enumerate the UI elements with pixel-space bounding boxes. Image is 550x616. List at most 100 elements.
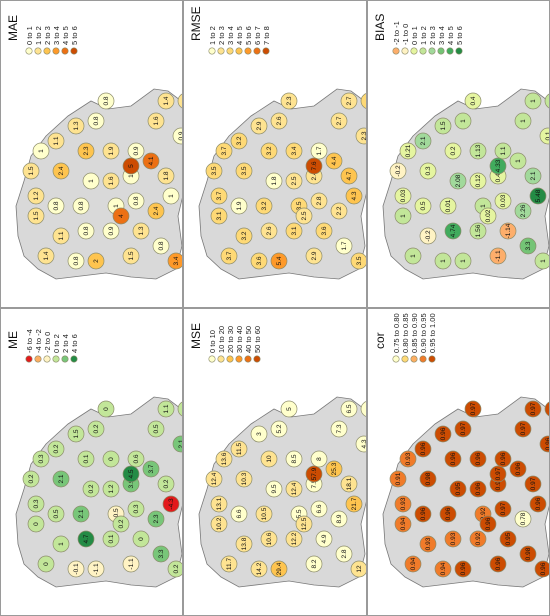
station-marker	[260, 222, 278, 240]
station-value: 0.92	[480, 507, 487, 520]
station-marker	[399, 142, 417, 160]
station-marker	[102, 530, 120, 548]
station-value: 2.1	[530, 171, 537, 180]
legend-swatch	[401, 47, 409, 55]
station-value: 0.8	[103, 96, 110, 105]
station-value: 0.8	[53, 201, 60, 210]
legend-label: 2 to 3	[217, 26, 226, 45]
legend-label: 4 to 5	[235, 26, 244, 45]
legend-swatch	[25, 47, 33, 55]
panel-cor: cor 0.75 to 0.80 0.80 to 0.85 0.85 to 0.90 0…	[367, 308, 550, 616]
station-marker	[524, 475, 542, 493]
legend-swatch	[428, 355, 436, 363]
station-value: 0	[103, 407, 110, 411]
station-value: 3.5	[241, 166, 248, 175]
station-value: 0.8	[93, 116, 100, 125]
station-marker	[280, 400, 298, 418]
station-value: 3.5	[211, 166, 218, 175]
legend-label: 2 to 3	[428, 26, 437, 45]
station-value: 11.5	[236, 443, 243, 456]
station-marker	[52, 227, 70, 245]
station-marker	[524, 400, 542, 418]
station-value: 11.7	[226, 558, 233, 571]
station-marker	[469, 480, 487, 498]
station-marker	[102, 142, 120, 160]
station-value: -0.2	[395, 165, 402, 177]
station-marker	[270, 252, 288, 270]
station-value: 1	[460, 119, 467, 123]
legend-swatch	[253, 47, 261, 55]
station-value: 0.96	[535, 497, 542, 510]
station-marker	[22, 162, 40, 180]
station-marker	[434, 252, 452, 270]
legend-swatch	[34, 355, 42, 363]
station-value: -0.1	[73, 563, 80, 575]
station-marker	[210, 515, 228, 533]
legend-swatch	[208, 355, 216, 363]
station-value: 3.4	[291, 146, 298, 155]
station-marker	[27, 515, 45, 533]
station-marker	[215, 142, 233, 160]
legend-label: 4 to 5	[61, 26, 70, 45]
station-marker	[52, 162, 70, 180]
station-value: 0.9	[178, 131, 183, 140]
map-svg: MSE 0 to 10 10 to 20 20 to 30 30 to 40 40 to …	[189, 323, 366, 588]
station-marker	[454, 112, 472, 130]
station-marker	[469, 172, 487, 190]
station-value: 4.4	[331, 156, 338, 165]
stations: 2.72.73.82.22.31.73.42.62.32.93.23.23.53…	[205, 92, 366, 270]
station-value: 1	[38, 149, 45, 153]
legend-label: 10 to 20	[217, 326, 226, 353]
station-value: 0.8	[73, 256, 80, 265]
station-value: 2.4	[58, 166, 65, 175]
station-marker	[260, 142, 278, 160]
station-marker	[305, 555, 323, 573]
station-marker	[414, 132, 432, 150]
station-value: 2.3	[153, 514, 160, 523]
station-marker	[499, 222, 517, 240]
legend-label: 5 to 6	[455, 26, 464, 45]
legend-label: 6 to 7	[253, 26, 262, 45]
legend-swatch	[262, 47, 270, 55]
station-value: 0.96	[495, 557, 502, 570]
legend-swatch	[455, 47, 463, 55]
legend-label: 4 to 5	[446, 26, 455, 45]
legend-label: 5 to 6	[244, 26, 253, 45]
station-marker	[102, 450, 120, 468]
station-value: 4.1	[148, 156, 155, 165]
station-value: 3.5	[296, 201, 303, 210]
station-marker	[340, 167, 358, 185]
station-value: 0	[33, 522, 40, 526]
station-value: 0.96	[485, 517, 492, 530]
station-value: 10.5	[261, 507, 268, 520]
station-value: 0.8	[133, 196, 140, 205]
station-value: -1.14	[505, 223, 512, 238]
station-marker	[235, 470, 253, 488]
station-value: 0	[138, 537, 145, 541]
station-marker	[47, 440, 65, 458]
station-marker	[147, 202, 165, 220]
station-value: 1	[58, 542, 65, 546]
station-marker	[469, 222, 487, 240]
station-marker	[270, 560, 288, 578]
station-marker	[210, 495, 228, 513]
station-value: 0.91	[395, 472, 402, 485]
station-marker	[414, 197, 432, 215]
station-value: 4.7	[346, 171, 353, 180]
station-marker	[449, 172, 467, 190]
station-value: 57.9	[311, 467, 318, 480]
station-value: 0.96	[500, 452, 507, 465]
station-value: 2.9	[311, 251, 318, 260]
station-value: 1	[410, 254, 417, 258]
station-marker	[350, 252, 366, 270]
station-value: 1.3	[73, 121, 80, 130]
station-marker	[220, 555, 238, 573]
station-value: 13.8	[241, 537, 248, 550]
station-marker	[519, 545, 537, 563]
stations: 1110.960.11.11.1310.41.50.22.10.30.21-0.…	[389, 92, 549, 270]
station-marker	[529, 187, 547, 205]
panel-title: RMSE	[189, 6, 203, 41]
station-marker	[539, 435, 549, 453]
station-value: 0.96	[475, 482, 482, 495]
